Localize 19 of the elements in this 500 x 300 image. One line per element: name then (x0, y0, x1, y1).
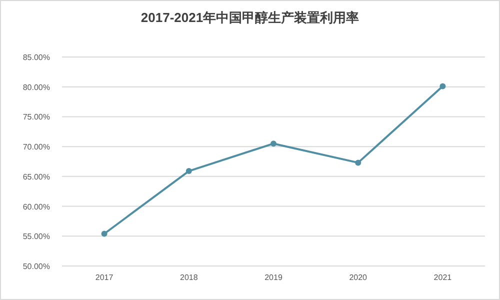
y-tick-label: 60.00% (22, 202, 50, 212)
y-tick-label: 70.00% (22, 142, 50, 152)
x-tick-label: 2018 (180, 273, 198, 282)
point (440, 83, 446, 90)
y-tick-label: 75.00% (22, 112, 50, 122)
x-tick-label: 2019 (264, 273, 283, 282)
point (101, 230, 108, 237)
point (355, 160, 362, 166)
x-tick-label: 2017 (95, 273, 114, 282)
y-tick-label: 55.00% (22, 232, 50, 242)
y-tick-label: 50.00% (22, 262, 50, 271)
y-tick-label: 85.00% (22, 53, 50, 62)
y-tick-label: 80.00% (22, 82, 50, 92)
point (270, 140, 276, 147)
x-tick-label: 2020 (349, 273, 368, 282)
chart-title: 2017-2021年中国甲醇生产装置利用率 (140, 10, 360, 25)
point (186, 168, 192, 174)
y-tick-label: 65.00% (22, 172, 50, 182)
x-tick-label: 2021 (434, 273, 452, 282)
